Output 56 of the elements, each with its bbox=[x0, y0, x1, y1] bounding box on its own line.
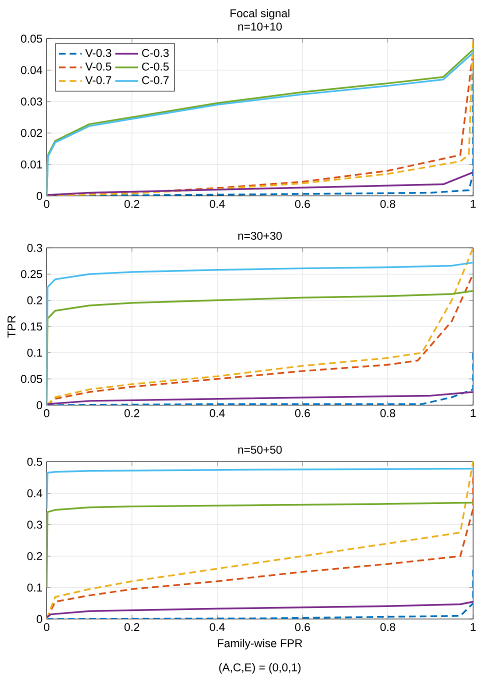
x-tick-label: 0 bbox=[44, 200, 50, 208]
y-tick-label: 0.5 bbox=[27, 458, 42, 466]
chart-title: Focal signal bbox=[230, 8, 290, 20]
y-axis-title: TPR bbox=[8, 316, 16, 338]
x-tick-label: 0.2 bbox=[124, 409, 140, 418]
chart-subtitle: n=10+10 bbox=[238, 22, 282, 31]
x-tick-label: 0 bbox=[44, 409, 50, 418]
y-tick-label: 0.05 bbox=[20, 374, 42, 383]
y-tick-label: 0.2 bbox=[27, 296, 42, 304]
y-tick-label: 0.05 bbox=[20, 34, 42, 43]
x-tick-label: 0.6 bbox=[295, 623, 310, 632]
line-series bbox=[46, 171, 474, 196]
line-series bbox=[46, 600, 474, 618]
line-series bbox=[46, 502, 474, 588]
y-tick-label: 0.02 bbox=[20, 128, 42, 137]
x-axis-title: Family-wise FPR bbox=[218, 638, 302, 650]
x-tick-label: 0.8 bbox=[380, 409, 396, 418]
x-tick-label: 0.8 bbox=[380, 200, 396, 208]
x-tick-label: 1 bbox=[470, 409, 476, 417]
y-tick-label: 0.04 bbox=[20, 66, 42, 74]
text: (A,C,E) = (0,0,1) bbox=[219, 663, 301, 674]
chart-title: n=50+50 bbox=[238, 446, 282, 454]
line-series bbox=[46, 568, 474, 620]
legend-label: C-0.5 bbox=[142, 62, 169, 71]
chart-title: n=30+30 bbox=[238, 232, 282, 240]
legend-label: C-0.3 bbox=[142, 48, 169, 57]
y-tick-label: 0.4 bbox=[27, 489, 42, 498]
y-tick-label: 0.3 bbox=[27, 244, 42, 252]
y-tick-label: 0.03 bbox=[20, 98, 42, 106]
legend-label: V-0.5 bbox=[85, 62, 112, 71]
y-tick-label: 0.01 bbox=[20, 160, 42, 168]
x-tick-label: 0 bbox=[44, 623, 50, 632]
y-tick-label: 0 bbox=[36, 401, 42, 410]
legend-label: C-0.7 bbox=[142, 76, 169, 84]
y-tick-label: 0.1 bbox=[27, 584, 42, 592]
y-tick-label: 0.1 bbox=[27, 348, 42, 357]
x-tick-label: 0.4 bbox=[210, 409, 225, 418]
x-tick-label: 0.4 bbox=[210, 200, 225, 208]
legend-label: V-0.7 bbox=[85, 76, 112, 84]
x-tick-label: 0.6 bbox=[295, 409, 310, 418]
x-tick-label: 0.4 bbox=[210, 623, 225, 632]
x-tick-label: 0.6 bbox=[295, 200, 310, 208]
y-tick-label: 0.25 bbox=[20, 270, 42, 278]
y-tick-label: 0.3 bbox=[27, 520, 42, 529]
x-tick-label: 0.2 bbox=[124, 623, 140, 632]
legend-label: V-0.3 bbox=[85, 48, 112, 57]
y-tick-label: 0 bbox=[36, 615, 42, 624]
y-tick-label: 0.15 bbox=[20, 322, 42, 331]
x-tick-label: 0.8 bbox=[380, 623, 396, 632]
x-tick-label: 0.2 bbox=[124, 200, 140, 208]
line-series bbox=[46, 468, 474, 510]
y-tick-label: 0 bbox=[36, 192, 42, 200]
y-tick-label: 0.2 bbox=[27, 552, 42, 560]
x-tick-label: 1 bbox=[470, 623, 476, 631]
line-series bbox=[46, 391, 474, 405]
x-tick-label: 1 bbox=[470, 200, 476, 208]
